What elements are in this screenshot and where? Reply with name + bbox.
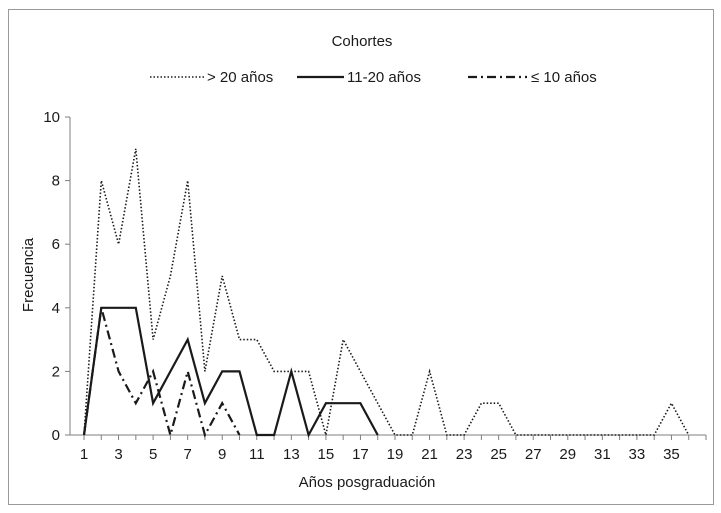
y-tick-label: 10	[43, 109, 60, 126]
x-tick-label: 31	[594, 446, 611, 463]
legend-label-2: 11-20 años	[347, 69, 421, 86]
y-tick-label: 4	[52, 300, 60, 317]
x-tick-label: 17	[352, 446, 369, 463]
x-tick-label: 33	[629, 446, 646, 463]
y-tick-label: 2	[52, 363, 60, 380]
x-tick-label: 29	[559, 446, 576, 463]
x-tick-label: 9	[218, 446, 226, 463]
x-tick-label: 19	[387, 446, 404, 463]
x-tick-label: 21	[421, 446, 438, 463]
legend-label-1: > 20 años	[207, 69, 273, 86]
legend-label-3: ≤ 10 años	[531, 69, 597, 86]
y-axis-label: Frecuencia	[20, 237, 37, 312]
x-tick-label: 15	[318, 446, 335, 463]
y-tick-label: 6	[52, 236, 60, 253]
y-tick-label: 0	[52, 427, 60, 444]
x-tick-label: 27	[525, 446, 542, 463]
legend-title: Cohortes	[332, 33, 393, 50]
x-tick-label: 1	[80, 446, 88, 463]
x-tick-label: 5	[149, 446, 157, 463]
y-tick-label: 8	[52, 173, 60, 190]
x-tick-label: 13	[283, 446, 300, 463]
x-tick-label: 3	[114, 446, 122, 463]
x-tick-label: 23	[456, 446, 473, 463]
x-tick-label: 11	[249, 446, 265, 463]
x-tick-label: 25	[490, 446, 507, 463]
x-tick-label: 7	[183, 446, 191, 463]
x-tick-label: 35	[663, 446, 680, 463]
x-axis-label: Años posgraduación	[299, 474, 436, 491]
